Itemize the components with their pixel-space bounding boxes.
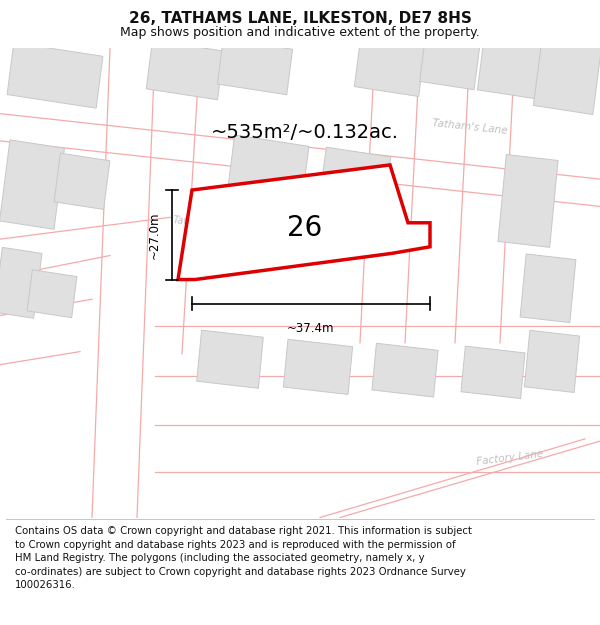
Text: Tatham's Lane: Tatham's Lane xyxy=(432,118,508,136)
Text: Tatham's: Tatham's xyxy=(172,216,218,230)
Text: Contains OS data © Crown copyright and database right 2021. This information is : Contains OS data © Crown copyright and d… xyxy=(15,526,472,591)
Polygon shape xyxy=(227,135,309,206)
Text: ~27.0m: ~27.0m xyxy=(148,211,161,259)
Polygon shape xyxy=(478,31,542,99)
Text: Factory Lane: Factory Lane xyxy=(476,448,544,466)
Polygon shape xyxy=(498,154,558,248)
Text: 26, TATHAMS LANE, ILKESTON, DE7 8HS: 26, TATHAMS LANE, ILKESTON, DE7 8HS xyxy=(128,11,472,26)
Polygon shape xyxy=(0,140,64,229)
Polygon shape xyxy=(419,32,481,90)
Text: ~37.4m: ~37.4m xyxy=(287,322,335,335)
Polygon shape xyxy=(520,254,576,322)
Polygon shape xyxy=(217,39,293,95)
Polygon shape xyxy=(461,346,525,399)
Polygon shape xyxy=(54,153,110,209)
Polygon shape xyxy=(355,32,425,96)
Polygon shape xyxy=(178,165,430,279)
Polygon shape xyxy=(319,147,391,211)
Polygon shape xyxy=(524,331,580,392)
Text: Map shows position and indicative extent of the property.: Map shows position and indicative extent… xyxy=(120,26,480,39)
Polygon shape xyxy=(283,339,353,394)
Polygon shape xyxy=(146,40,224,100)
Polygon shape xyxy=(7,42,103,108)
Polygon shape xyxy=(0,248,42,318)
Polygon shape xyxy=(197,330,263,388)
Polygon shape xyxy=(533,30,600,114)
Text: 26: 26 xyxy=(287,214,323,243)
Text: ~535m²/~0.132ac.: ~535m²/~0.132ac. xyxy=(211,122,399,142)
Polygon shape xyxy=(27,270,77,318)
Polygon shape xyxy=(372,343,438,397)
